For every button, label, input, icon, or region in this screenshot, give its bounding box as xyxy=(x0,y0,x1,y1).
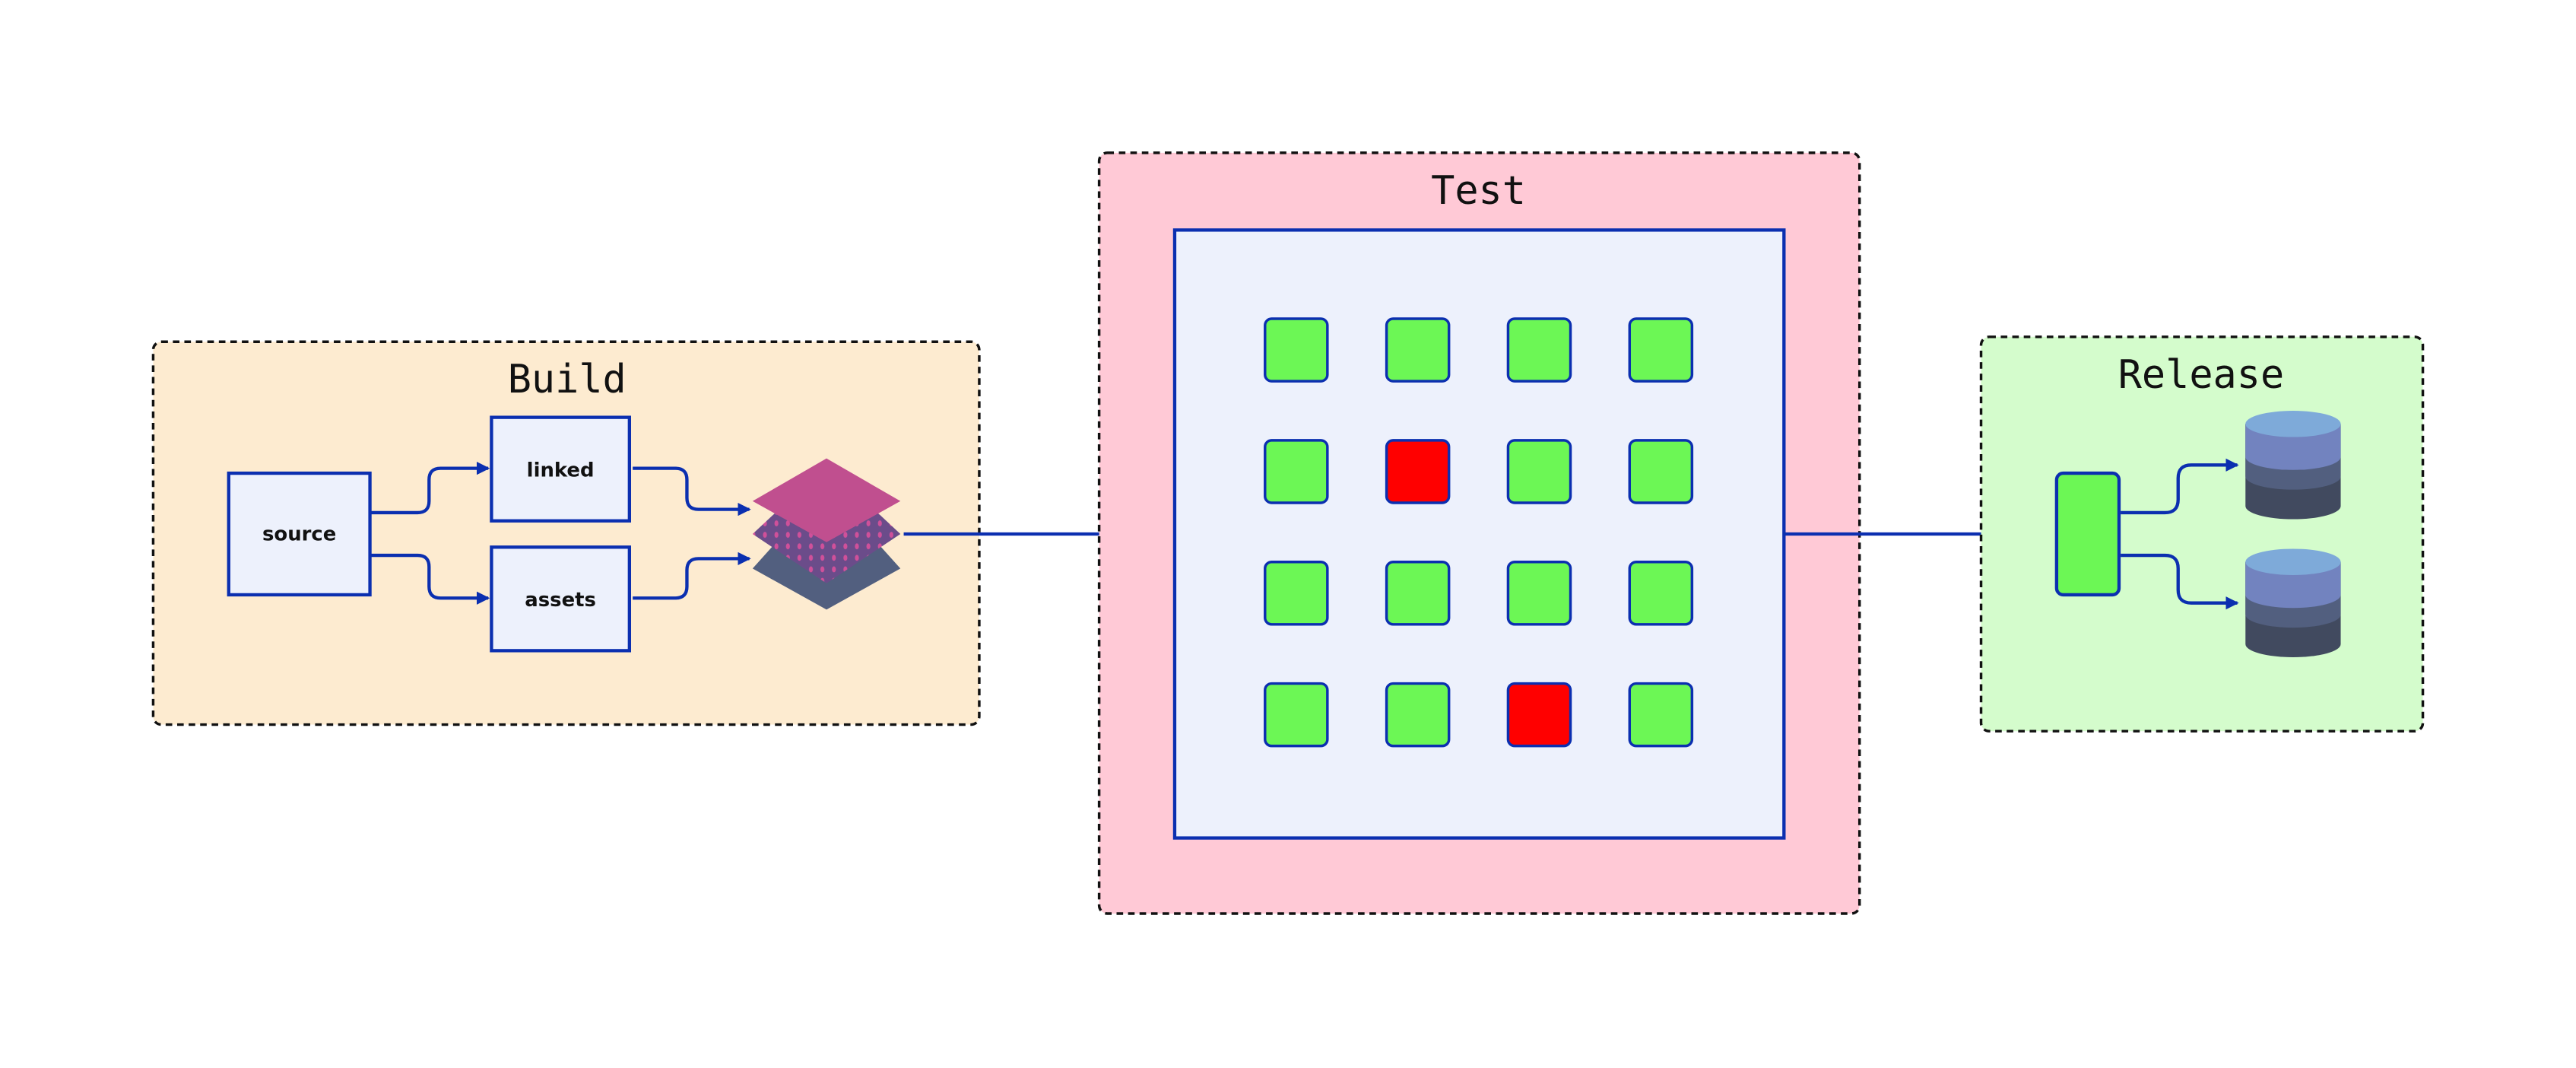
test-grid xyxy=(1264,317,1694,748)
release-stage: Release xyxy=(1979,335,2425,733)
test-cell-pass[interactable] xyxy=(1628,439,1694,504)
layers-icon xyxy=(752,458,901,610)
assets-node[interactable]: assets xyxy=(490,545,631,653)
test-cell-pass[interactable] xyxy=(1385,317,1451,383)
assets-label: assets xyxy=(525,589,596,612)
test-cell-pass[interactable] xyxy=(1264,682,1329,748)
database-icon xyxy=(2245,411,2341,520)
build-stage: Build source linked assets xyxy=(151,340,981,726)
build-title: Build xyxy=(508,357,627,402)
test-cell-pass[interactable] xyxy=(1385,682,1451,748)
test-title: Test xyxy=(1431,168,1526,214)
test-cell-pass[interactable] xyxy=(1264,317,1329,383)
release-node[interactable] xyxy=(2054,471,2121,597)
test-cell-fail[interactable] xyxy=(1506,682,1572,748)
edge-release-db2 xyxy=(2121,553,2239,610)
test-cell-pass[interactable] xyxy=(1264,439,1329,504)
test-cell-pass[interactable] xyxy=(1628,560,1694,626)
source-label: source xyxy=(262,523,336,546)
edge-source-assets xyxy=(370,553,490,605)
linked-node[interactable]: linked xyxy=(490,415,631,523)
release-title: Release xyxy=(2118,352,2284,398)
test-cell-pass[interactable] xyxy=(1628,682,1694,748)
test-cell-pass[interactable] xyxy=(1385,560,1451,626)
edge-source-linked xyxy=(370,461,490,515)
test-cell-pass[interactable] xyxy=(1628,317,1694,383)
source-node[interactable]: source xyxy=(227,471,372,597)
test-cell-pass[interactable] xyxy=(1264,560,1329,626)
test-stage: Test xyxy=(1097,151,1861,915)
test-cell-pass[interactable] xyxy=(1506,317,1572,383)
edge-linked-artifact xyxy=(633,466,751,517)
test-cell-pass[interactable] xyxy=(1506,439,1572,504)
database-icon xyxy=(2245,548,2341,657)
test-cell-pass[interactable] xyxy=(1506,560,1572,626)
linked-label: linked xyxy=(527,459,595,482)
edge-assets-artifact xyxy=(633,551,751,600)
edge-release-db1 xyxy=(2121,458,2239,515)
test-cell-fail[interactable] xyxy=(1385,439,1451,504)
